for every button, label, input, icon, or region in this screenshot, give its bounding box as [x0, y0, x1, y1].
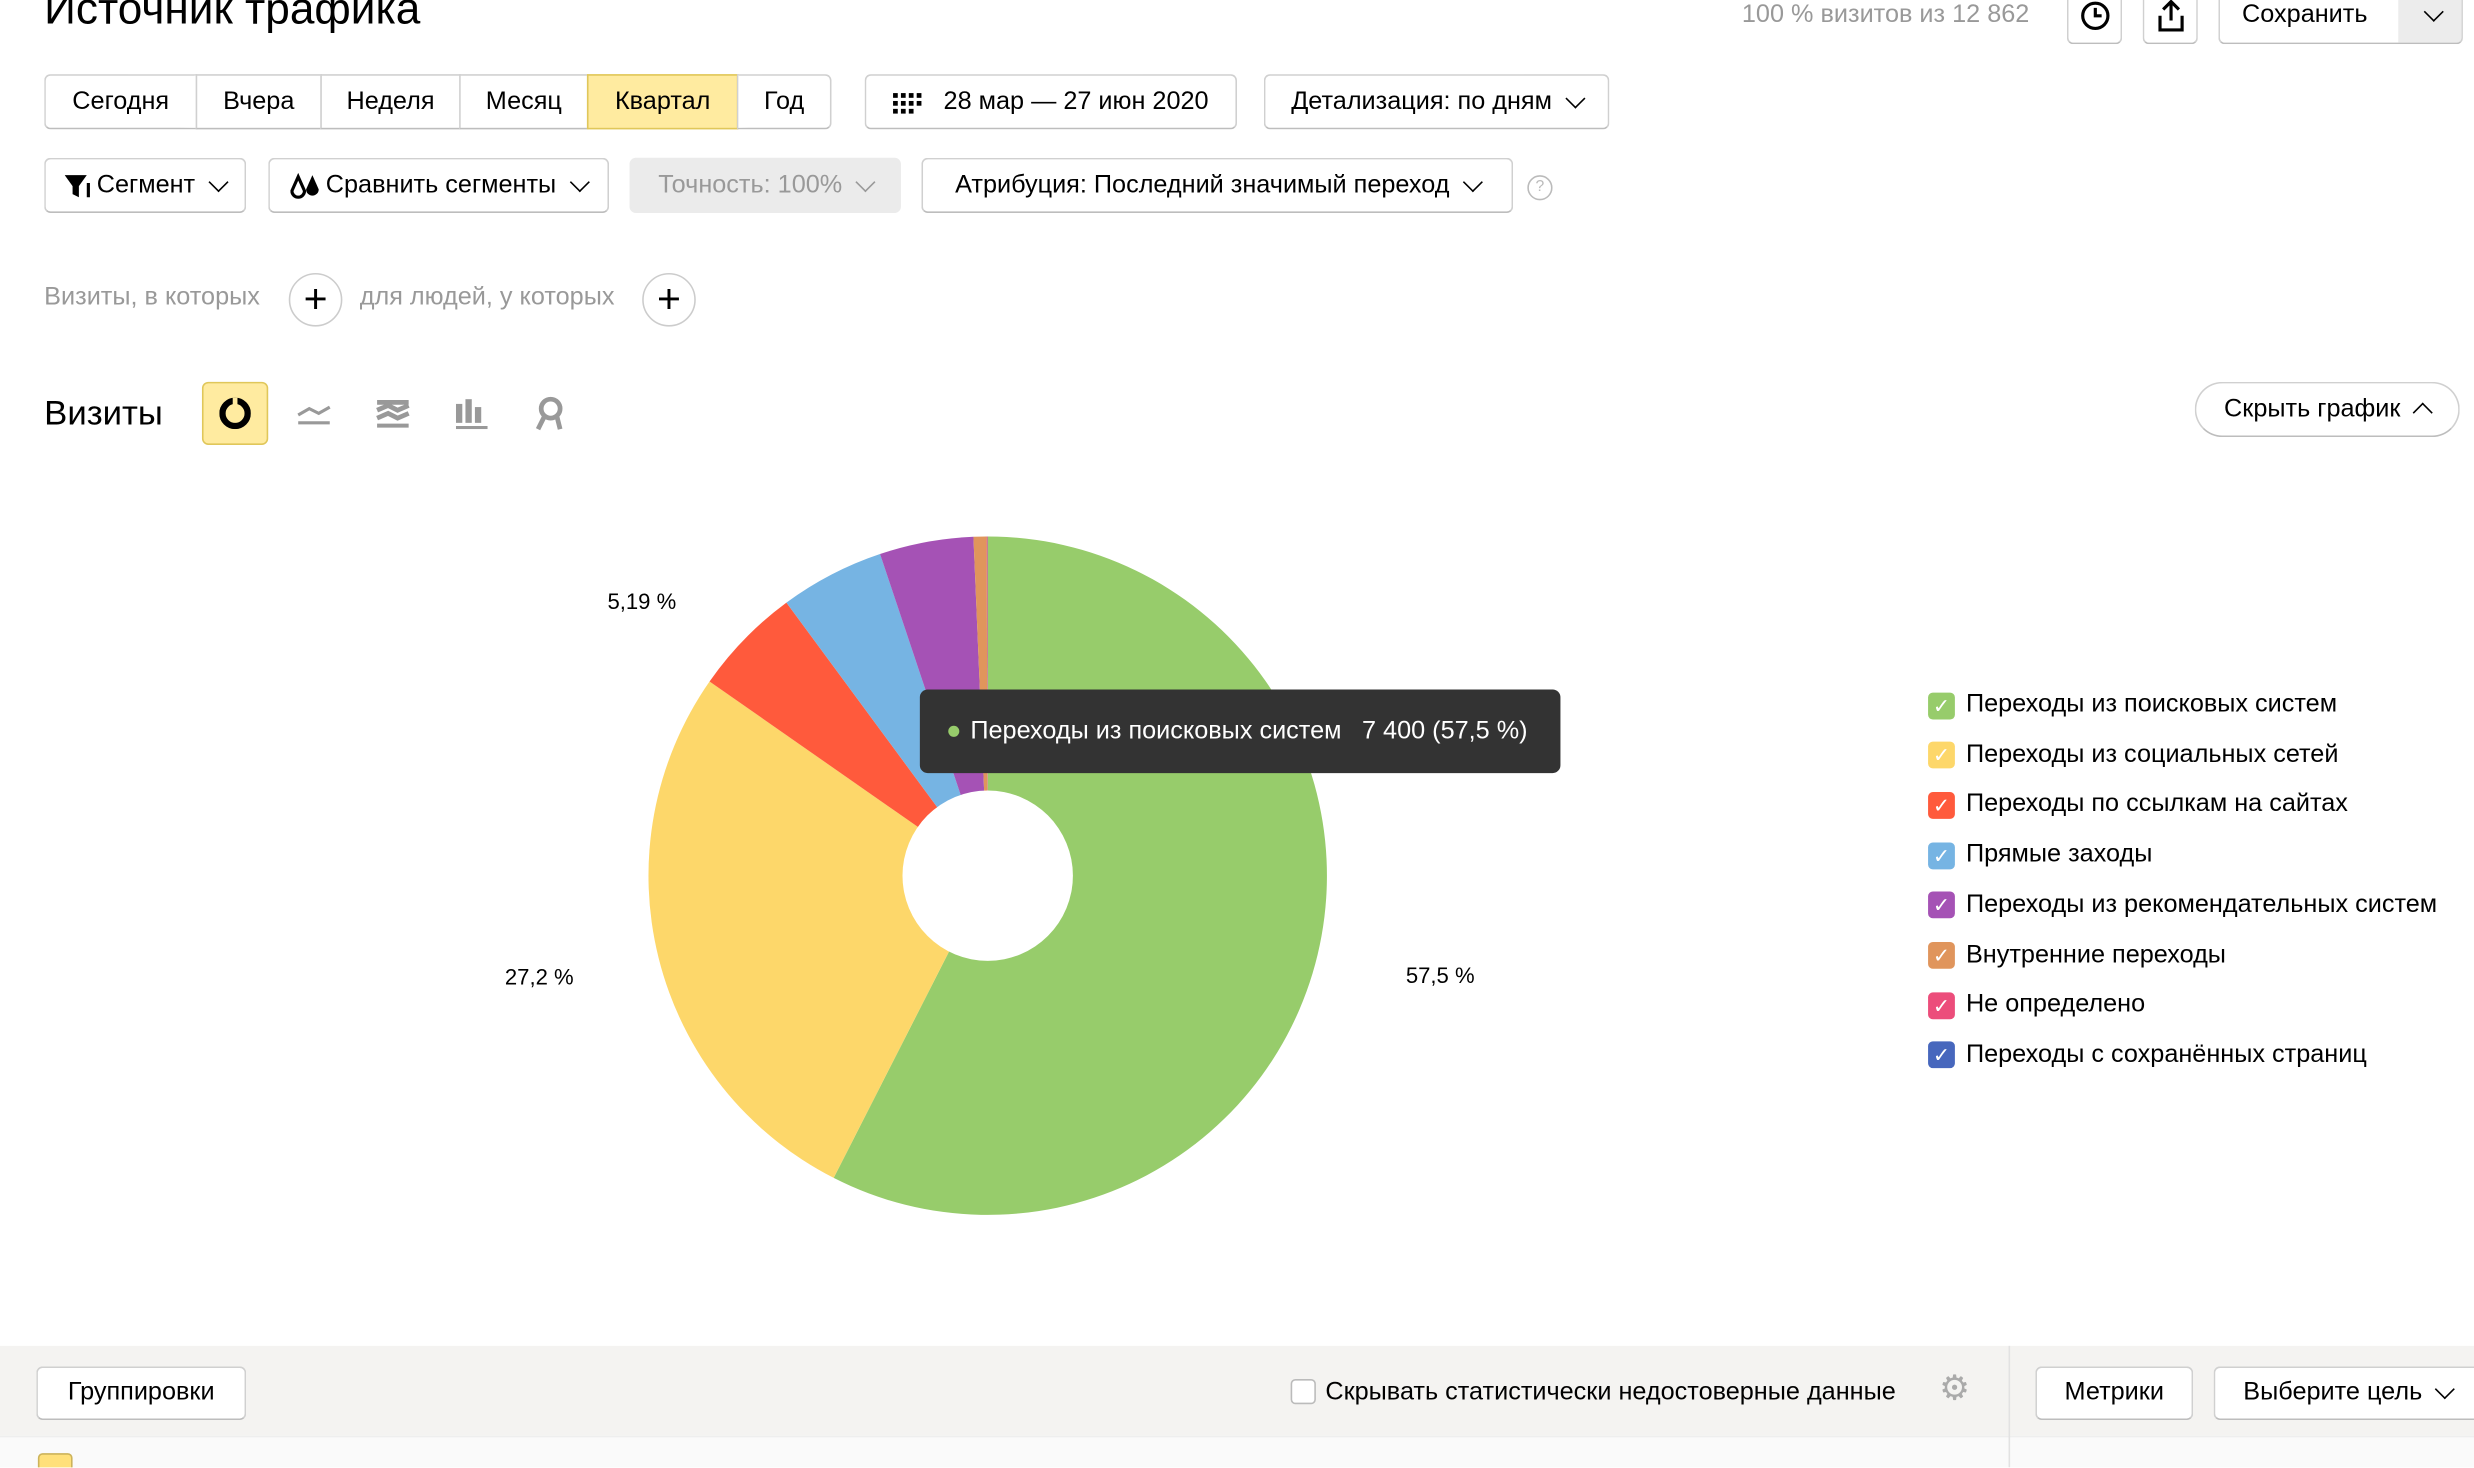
- groupings-button[interactable]: Группировки: [36, 1366, 247, 1421]
- visits-filter-label: Визиты, в которых: [44, 284, 260, 311]
- line-chart-view-button[interactable]: [281, 382, 347, 445]
- chart-tooltip: Переходы из поисковых систем 7 400 (57,5…: [919, 689, 1561, 774]
- legend-checkbox-icon[interactable]: ✓: [1928, 891, 1955, 919]
- tooltip-value: 7 400 (57,5 %): [1361, 717, 1528, 744]
- legend-checkbox-icon[interactable]: ✓: [1928, 791, 1955, 819]
- legend-item[interactable]: ✓ Переходы из поисковых систем: [1928, 689, 2337, 721]
- gear-icon[interactable]: ⚙: [1939, 1367, 1971, 1408]
- date-range-button[interactable]: 28 мар — 27 июн 2020: [864, 74, 1237, 130]
- line-chart-icon: [297, 405, 331, 425]
- legend-label: Переходы с сохранённых страниц: [1965, 1041, 2367, 1068]
- goal-label: Выберите цель: [2243, 1378, 2423, 1406]
- save-button[interactable]: Сохранить: [2218, 0, 2463, 45]
- save-label: Сохранить: [2242, 1, 2368, 29]
- legend-checkbox-icon[interactable]: ✓: [1928, 1041, 1955, 1069]
- calendar-icon: [893, 92, 922, 113]
- add-people-filter-button[interactable]: +: [642, 272, 696, 327]
- legend-label: Внутренние переходы: [1965, 941, 2226, 968]
- help-icon[interactable]: ?: [1527, 175, 1553, 201]
- chevron-down-icon: [2435, 1379, 2456, 1400]
- area-chart-view-button[interactable]: [360, 382, 426, 445]
- add-visit-filter-button[interactable]: +: [288, 272, 343, 327]
- legend-label: Переходы из социальных сетей: [1965, 741, 2339, 768]
- legend-checkbox-icon[interactable]: ✓: [1928, 691, 1955, 719]
- hide-unreliable-checkbox[interactable]: [1290, 1378, 1316, 1405]
- clock-icon: [2080, 1, 2109, 30]
- legend-checkbox-icon[interactable]: ✓: [1928, 741, 1955, 769]
- period-3[interactable]: Месяц: [459, 74, 589, 130]
- accuracy-dropdown[interactable]: Точность: 100%: [629, 157, 901, 214]
- attribution-dropdown[interactable]: Атрибуция: Последний значимый переход: [921, 157, 1514, 214]
- divider: [2008, 1345, 2011, 1468]
- legend-checkbox-icon[interactable]: ✓: [1928, 991, 1955, 1019]
- segment-label: Сегмент: [96, 171, 196, 199]
- metrics-label: Метрики: [2064, 1378, 2164, 1406]
- legend-item[interactable]: ✓ Не определено: [1928, 990, 2145, 1022]
- pie-slice[interactable]: [709, 602, 988, 876]
- date-range-label: 28 мар — 27 июн 2020: [943, 87, 1209, 115]
- goal-dropdown[interactable]: Выберите цель: [2213, 1366, 2474, 1421]
- legend-item[interactable]: ✓ Переходы из рекомендательных систем: [1928, 890, 2437, 922]
- map-pin-icon: [535, 396, 563, 431]
- hide-chart-button[interactable]: Скрыть график: [2194, 381, 2460, 438]
- period-2[interactable]: Неделя: [320, 74, 461, 130]
- bar-chart-icon: [455, 399, 488, 430]
- pie-chart-icon: [219, 397, 251, 430]
- legend-item[interactable]: ✓ Переходы с сохранённых страниц: [1928, 1040, 2367, 1072]
- compare-label: Сравнить сегменты: [325, 171, 557, 199]
- legend-item[interactable]: ✓ Переходы из социальных сетей: [1928, 739, 2338, 771]
- detail-label: Детализация: по дням: [1291, 87, 1552, 115]
- history-button[interactable]: [2066, 0, 2123, 45]
- chart-title: Визиты: [44, 392, 163, 433]
- period-5[interactable]: Год: [736, 74, 832, 130]
- pie-slice[interactable]: [648, 681, 988, 1178]
- table-header: [0, 1435, 2474, 1468]
- pie-slice[interactable]: [786, 553, 988, 876]
- share-icon: [2157, 0, 2183, 32]
- filter-icon: [65, 174, 91, 197]
- bar-chart-view-button[interactable]: [439, 382, 505, 445]
- metrics-button[interactable]: Метрики: [2035, 1366, 2194, 1421]
- save-dropdown[interactable]: [2398, 0, 2462, 43]
- pie-hole: [902, 790, 1073, 961]
- export-button[interactable]: [2142, 0, 2198, 45]
- area-chart-icon: [376, 399, 410, 428]
- hide-chart-label: Скрыть график: [2224, 395, 2401, 423]
- attribution-label: Атрибуция: Последний значимый переход: [955, 171, 1450, 199]
- people-filter-label: для людей, у которых: [359, 284, 615, 311]
- period-4[interactable]: Квартал: [586, 74, 739, 130]
- legend-label: Прямые заходы: [1965, 841, 2153, 868]
- legend-checkbox-icon[interactable]: ✓: [1928, 841, 1955, 869]
- legend-checkbox-icon[interactable]: ✓: [1928, 941, 1955, 969]
- slice-label-social: 27,2 %: [504, 964, 574, 990]
- accuracy-label: Точность: 100%: [658, 171, 843, 199]
- series-dot-icon: [948, 725, 960, 737]
- compare-segments-dropdown[interactable]: Сравнить сегменты: [268, 157, 610, 214]
- map-view-button[interactable]: [518, 382, 584, 445]
- detail-dropdown[interactable]: Детализация: по дням: [1263, 74, 1610, 130]
- legend-item[interactable]: ✓ Прямые заходы: [1928, 840, 2152, 872]
- legend-label: Не определено: [1965, 991, 2146, 1018]
- period-0[interactable]: Сегодня: [44, 74, 198, 130]
- legend-item[interactable]: ✓ Внутренние переходы: [1928, 940, 2226, 972]
- tooltip-label: Переходы из поисковых систем: [970, 717, 1342, 744]
- slice-label-links: 5,19 %: [607, 588, 677, 614]
- legend-label: Переходы из поисковых систем: [1965, 691, 2338, 718]
- segment-dropdown[interactable]: Сегмент: [44, 157, 247, 214]
- legend-label: Переходы по ссылкам на сайтах: [1965, 791, 2348, 818]
- page-title: Источник трафика: [44, 0, 421, 34]
- select-all-checkbox[interactable]: [37, 1453, 73, 1468]
- hide-unreliable-label: Скрывать статистически недостоверные дан…: [1325, 1378, 1896, 1406]
- compare-icon: [291, 172, 320, 198]
- period-1[interactable]: Вчера: [195, 74, 322, 130]
- slice-label-search: 57,5 %: [1405, 962, 1475, 988]
- legend-item[interactable]: ✓ Переходы по ссылкам на сайтах: [1928, 790, 2348, 822]
- visits-info: 100 % визитов из 12 862: [1741, 1, 2030, 29]
- groupings-label: Группировки: [67, 1378, 215, 1406]
- pie-chart-view-button[interactable]: [201, 381, 269, 445]
- legend-label: Переходы из рекомендательных систем: [1965, 891, 2438, 918]
